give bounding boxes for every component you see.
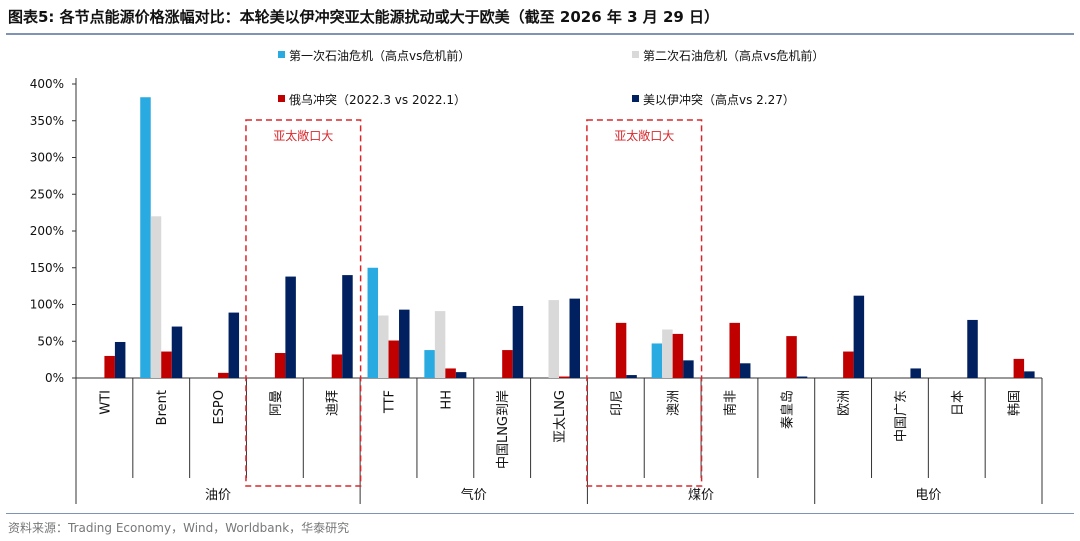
y-tick-label: 400% xyxy=(30,77,64,91)
bar xyxy=(150,216,162,378)
bar xyxy=(683,360,694,378)
x-category-label: 澳洲 xyxy=(666,390,682,416)
bar xyxy=(796,376,808,378)
x-group-label: 电价 xyxy=(915,488,941,503)
bar xyxy=(786,336,797,378)
footer-divider xyxy=(6,513,1074,514)
bar xyxy=(434,311,446,378)
bar xyxy=(140,97,151,378)
bar xyxy=(171,326,183,378)
y-tick-label: 250% xyxy=(30,187,64,201)
bar xyxy=(910,368,921,378)
x-category-label: WTI xyxy=(98,390,113,415)
bar xyxy=(739,363,751,378)
bar xyxy=(502,350,513,378)
x-category-label: Brent xyxy=(155,390,170,425)
bar xyxy=(161,351,172,378)
x-category-label: 中国LNG到岸 xyxy=(496,390,511,469)
x-group-label: 油价 xyxy=(205,488,231,503)
y-tick-label: 100% xyxy=(30,298,64,312)
x-category-label: 阿曼 xyxy=(269,390,284,416)
bar xyxy=(104,355,115,378)
bar xyxy=(378,315,389,378)
x-category-label: 秦皇岛 xyxy=(779,390,795,429)
x-category-label: ESPO xyxy=(212,390,227,425)
bar xyxy=(331,354,343,378)
source-note: 资料来源：Trading Economy，Wind，Worldbank，华泰研究 xyxy=(8,521,350,535)
bar xyxy=(651,343,663,378)
bar xyxy=(615,322,627,378)
x-category-label: 日本 xyxy=(951,390,966,416)
highlight-annotation: 亚太敞口大 xyxy=(614,128,674,143)
legend-swatch xyxy=(632,51,639,58)
legend-label: 美以伊冲突（高点vs 2.27） xyxy=(643,92,795,107)
bar xyxy=(218,372,229,378)
bar xyxy=(274,353,286,378)
bar xyxy=(559,376,570,378)
x-category-label: 欧洲 xyxy=(837,390,852,416)
x-category-label: TTF xyxy=(383,390,398,414)
bar xyxy=(455,372,467,378)
bar xyxy=(512,305,524,378)
bar xyxy=(342,275,353,378)
bar xyxy=(569,298,580,378)
y-tick-label: 0% xyxy=(45,371,64,385)
x-category-label: 亚太LNG xyxy=(553,390,568,443)
y-tick-label: 200% xyxy=(30,224,64,238)
bar xyxy=(1024,371,1035,378)
bar xyxy=(367,267,379,378)
bar xyxy=(228,312,240,378)
bar xyxy=(399,309,410,378)
highlight-annotation: 亚太敞口大 xyxy=(273,128,333,143)
chart-title: 图表5: 各节点能源价格涨幅对比：本轮美以伊冲突亚太能源扰动或大于欧美（截至 2… xyxy=(8,8,720,26)
energy-price-chart: 0% 50% 100% 150% 200% 250% 300% 350% 400% WTI Bren… xyxy=(30,48,1043,504)
x-category-label: 印尼 xyxy=(610,390,625,416)
title-bar: 图表5: 各节点能源价格涨幅对比：本轮美以伊冲突亚太能源扰动或大于欧美（截至 2… xyxy=(0,0,1080,35)
legend-label: 第一次石油危机（高点vs危机前） xyxy=(289,48,470,63)
bar xyxy=(424,350,435,378)
bar xyxy=(114,341,126,378)
bar xyxy=(843,351,854,378)
x-category-label: 中国广东 xyxy=(894,390,909,442)
y-tick-label: 150% xyxy=(30,261,64,275)
title-divider xyxy=(6,33,1074,35)
legend-label: 第二次石油危机（高点vs危机前） xyxy=(643,48,824,63)
x-category-label: HH xyxy=(439,390,454,410)
bar xyxy=(445,368,456,378)
bar xyxy=(729,322,740,378)
legend-swatch xyxy=(278,95,285,102)
x-category-label: 南非 xyxy=(722,390,738,416)
x-category-label: 韩国 xyxy=(1008,390,1023,416)
y-tick-label: 350% xyxy=(30,114,64,128)
legend-label: 俄乌冲突（2022.3 vs 2022.1） xyxy=(289,92,466,107)
x-group-label: 煤价 xyxy=(688,488,714,503)
bar xyxy=(853,295,865,378)
legend-swatch xyxy=(278,51,285,58)
bar xyxy=(626,375,637,378)
bar xyxy=(548,300,559,378)
x-category-label: 迪拜 xyxy=(326,390,341,416)
bar xyxy=(388,340,400,378)
x-group-label: 气价 xyxy=(461,487,487,503)
bar xyxy=(967,319,978,378)
bar xyxy=(662,329,673,378)
bar xyxy=(1013,358,1025,378)
y-tick-label: 300% xyxy=(30,151,64,165)
legend-swatch xyxy=(632,95,639,102)
bar xyxy=(285,276,296,378)
bar xyxy=(672,333,684,378)
y-tick-label: 50% xyxy=(37,334,64,348)
